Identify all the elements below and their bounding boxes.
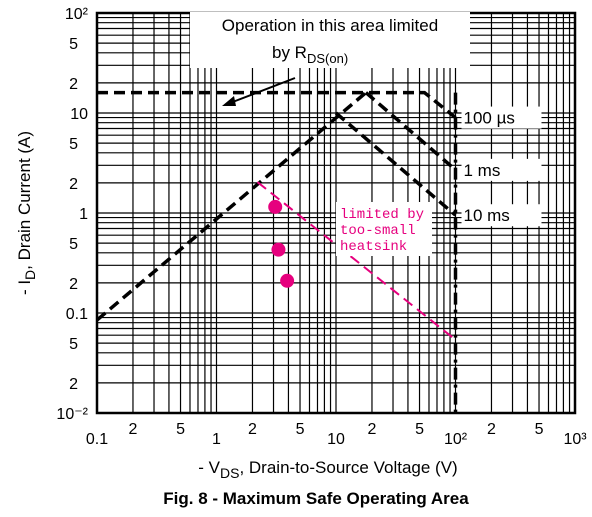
series-line	[97, 90, 457, 119]
annotation: heatsink	[340, 239, 407, 255]
y-tick-label: 5	[69, 136, 78, 153]
x-tick-label: 2	[368, 421, 377, 438]
annotation: by R	[272, 43, 307, 62]
arrow	[229, 77, 296, 104]
data-point	[268, 199, 283, 214]
x-axis-title: - VDS, Drain-to-Source Voltage (V)	[198, 458, 457, 481]
y-tick-label: 10⁻²	[56, 406, 88, 423]
series-label: 10 ms	[464, 206, 510, 225]
x-tick-label: 2	[248, 421, 257, 438]
y-axis-title: - ID, Drain Current (A)	[15, 131, 38, 295]
annotation-box	[190, 12, 470, 68]
x-axis-title: - V	[198, 458, 220, 477]
x-tick-label: 2	[129, 421, 138, 438]
y-tick-label: 0.1	[66, 306, 88, 323]
x-tick-label: 5	[176, 421, 185, 438]
x-tick-label: 0.1	[86, 431, 108, 448]
y-tick-label: 5	[69, 236, 78, 253]
annotation: DS(on)	[307, 51, 348, 66]
series-label: 100 µs	[464, 109, 515, 128]
y-tick-label: 5	[69, 336, 78, 353]
y-tick-label: 2	[69, 76, 78, 93]
data-point	[280, 273, 295, 288]
arrowhead	[222, 96, 236, 106]
data-point	[271, 242, 286, 257]
y-axis-title: - I	[15, 280, 34, 295]
x-tick-label: 10²	[444, 431, 468, 448]
x-axis-title: , Drain-to-Source Voltage (V)	[239, 458, 457, 477]
x-tick-label: 10³	[563, 431, 587, 448]
x-tick-label: 5	[415, 421, 424, 438]
series-label-box	[461, 158, 542, 181]
x-tick-label: 1	[212, 431, 221, 448]
x-tick-label: 2	[487, 421, 496, 438]
x-tick-label: 5	[296, 421, 305, 438]
series-label-box	[461, 106, 542, 129]
series-label: 1 ms	[464, 161, 501, 180]
y-tick-label: 10²	[65, 6, 89, 23]
annotation: limited by	[340, 207, 424, 223]
lines	[95, 90, 458, 413]
annotation: Operation in this area limited	[222, 16, 438, 35]
annotation: too-small	[340, 223, 416, 239]
y-tick-label: 2	[69, 276, 78, 293]
y-tick-label: 2	[69, 176, 78, 193]
annotation-box	[336, 202, 432, 256]
y-tick-label: 1	[79, 206, 88, 223]
y-tick-label: 10	[70, 106, 88, 123]
series-line	[256, 181, 457, 341]
y-tick-label: 5	[69, 36, 78, 53]
x-axis-title: DS	[220, 465, 239, 481]
x-tick-label: 5	[535, 421, 544, 438]
y-tick-label: 2	[69, 376, 78, 393]
y-axis-title: D	[22, 270, 38, 280]
y-axis-title: , Drain Current (A)	[15, 131, 34, 270]
x-tick-label: 10	[327, 431, 345, 448]
series-label-box	[461, 204, 542, 227]
annotation: by RDS(on)	[272, 43, 348, 66]
series-line	[334, 111, 457, 217]
chart-title: Fig. 8 - Maximum Safe Operating Area	[163, 489, 469, 508]
series-line	[95, 91, 368, 322]
series-line	[364, 91, 457, 172]
